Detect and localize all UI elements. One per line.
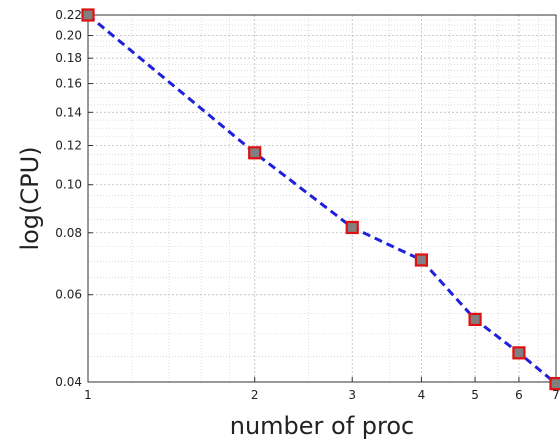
plot-area-frame [87,14,557,383]
x-tick-label: 2 [251,388,259,402]
x-tick-label: 3 [348,388,356,402]
data-point-marker [468,312,482,326]
y-tick-label: 0.18 [55,51,82,65]
data-point-marker [512,346,526,360]
x-axis-title: number of proc [230,412,415,440]
y-tick-label: 0.16 [55,77,82,91]
y-tick-label: 0.20 [55,29,82,43]
series-layer [81,8,560,391]
x-tick-label: 5 [471,388,479,402]
y-tick-label: 0.22 [55,8,82,22]
x-tick-label: 4 [418,388,426,402]
grid [87,14,557,383]
y-tick-label: 0.06 [55,288,82,302]
y-tick-label: 0.04 [55,375,82,389]
y-axis-title: log(CPU) [16,146,44,250]
data-point-marker [345,220,359,235]
data-point-marker [414,253,429,267]
y-tick-label: 0.10 [55,178,82,192]
data-point-marker [549,377,560,391]
x-tick-label: 1 [84,388,92,402]
y-tick-label: 0.14 [55,105,82,119]
y-tick-label: 0.12 [55,138,82,152]
data-point-marker [248,146,262,160]
data-point-marker [81,8,95,22]
x-tick-label: 7 [552,388,560,402]
axis-ticks: 1 2 3 4 5 6 7 0.04 0.06 0.08 0.10 0.12 0.14 0.16 0.18 0… [55,8,560,402]
y-tick-label: 0.08 [55,226,82,240]
x-tick-label: 6 [515,388,523,402]
